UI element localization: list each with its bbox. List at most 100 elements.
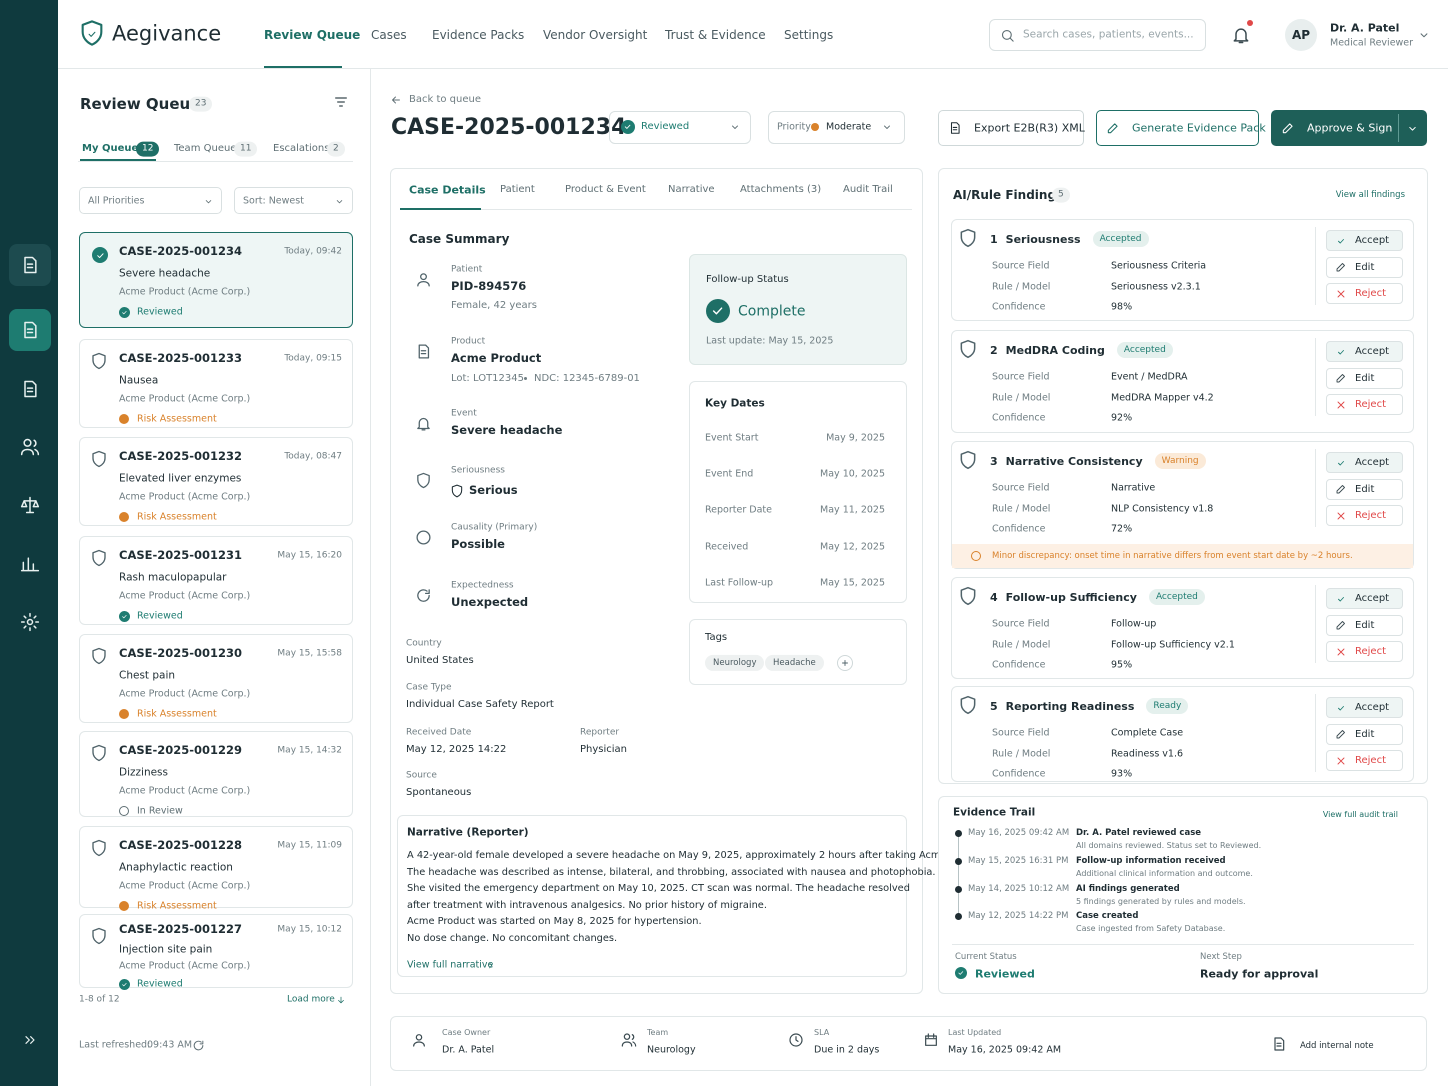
queue-item[interactable] bbox=[79, 536, 353, 625]
queue-tab-underline bbox=[80, 159, 156, 161]
narrative-line: A 42-year-old female developed a severe … bbox=[407, 850, 990, 862]
queue-tab[interactable]: My Queue bbox=[82, 143, 139, 154]
case-tab[interactable]: Narrative bbox=[668, 184, 715, 195]
header-button[interactable] bbox=[1271, 110, 1427, 146]
queue-count: 23 bbox=[189, 96, 213, 112]
finding-action[interactable] bbox=[1326, 230, 1403, 251]
footer-bar bbox=[390, 1016, 1427, 1071]
narrative-title: Narrative (Reporter) bbox=[407, 826, 529, 839]
side-button[interactable] bbox=[9, 244, 51, 286]
finding-action[interactable] bbox=[1326, 452, 1403, 473]
case-event: Chest pain bbox=[119, 669, 176, 682]
queue-item[interactable] bbox=[79, 914, 353, 988]
x-icon bbox=[1337, 648, 1345, 655]
queue-item[interactable] bbox=[79, 634, 353, 723]
priority-dropdown[interactable] bbox=[768, 111, 905, 144]
add-note[interactable]: Add internal note bbox=[1300, 1040, 1374, 1051]
queue-tab[interactable]: Escalations bbox=[273, 143, 330, 154]
pen-icon bbox=[1336, 374, 1345, 383]
date-label: Event End bbox=[705, 468, 754, 480]
findings-link[interactable]: View all findings bbox=[1335, 189, 1405, 200]
case-tab[interactable]: Audit Trail bbox=[843, 184, 893, 195]
case-tab[interactable]: Patient bbox=[500, 184, 535, 195]
current-status-label: Current Status bbox=[955, 951, 1017, 962]
nav-tab[interactable]: Trust & Evidence bbox=[665, 27, 766, 42]
nav-tab[interactable]: Cases bbox=[371, 27, 407, 42]
finding-field-value: Seriousness Criteria bbox=[1111, 260, 1207, 272]
case-status: Risk Assessment bbox=[137, 900, 217, 912]
finding-field-label: Rule / Model bbox=[992, 638, 1051, 650]
finding-action[interactable] bbox=[1326, 505, 1403, 526]
doc-icon bbox=[24, 380, 37, 398]
finding-action[interactable] bbox=[1326, 478, 1403, 500]
case-tab[interactable]: Product & Event bbox=[565, 184, 646, 195]
case-status: Reviewed bbox=[137, 306, 183, 318]
add-tag[interactable] bbox=[837, 655, 853, 671]
key-dates-card bbox=[689, 381, 907, 603]
date-label: Reporter Date bbox=[705, 504, 772, 516]
case-product: Acme Product (Acme Corp.) bbox=[119, 590, 251, 602]
status-dot bbox=[119, 709, 129, 719]
finding-action[interactable] bbox=[1326, 341, 1403, 362]
case-status: Reviewed bbox=[137, 978, 183, 990]
search-box[interactable] bbox=[989, 19, 1206, 51]
narrative-line: She visited the emergency department on … bbox=[407, 883, 910, 895]
finding-field-value: 92% bbox=[1111, 412, 1133, 424]
case-tab[interactable]: Case Details bbox=[409, 183, 486, 197]
finding-action[interactable] bbox=[1326, 588, 1403, 609]
finding-name: Reporting Readiness bbox=[1005, 699, 1135, 713]
case-time: Today, 09:42 bbox=[284, 246, 342, 257]
nav-tab[interactable]: Vendor Oversight bbox=[543, 27, 648, 42]
narrative-line: No dose change. No concomitant changes. bbox=[407, 932, 618, 944]
finding-status: Ready bbox=[1146, 698, 1189, 714]
filter-dropdown[interactable] bbox=[79, 187, 222, 214]
product-ndc: NDC: 12345-6789-01 bbox=[534, 373, 640, 384]
finding-action[interactable] bbox=[1326, 697, 1403, 718]
back-link[interactable]: Back to queue bbox=[409, 94, 482, 105]
finding-action[interactable] bbox=[1326, 641, 1403, 662]
doc-icon bbox=[1274, 1037, 1285, 1051]
tag-chip: Neurology bbox=[705, 654, 765, 672]
check-icon bbox=[1338, 596, 1344, 601]
finding-field-label: Source Field bbox=[992, 260, 1050, 272]
load-more[interactable]: Load more bbox=[287, 994, 335, 1005]
pen-icon bbox=[1336, 263, 1345, 272]
search-icon bbox=[1001, 29, 1014, 42]
narrative-link[interactable]: View full narrative bbox=[407, 959, 494, 971]
filter-dropdown[interactable] bbox=[234, 187, 353, 214]
queue-item[interactable] bbox=[79, 339, 353, 428]
nav-tab[interactable]: Evidence Packs bbox=[432, 27, 525, 42]
header-button[interactable] bbox=[938, 110, 1084, 146]
finding-action[interactable] bbox=[1326, 723, 1403, 745]
status-dropdown[interactable] bbox=[609, 111, 751, 144]
side-button-active[interactable] bbox=[9, 309, 51, 351]
user-name: Dr. A. Patel bbox=[1330, 21, 1400, 35]
trail-title: Follow-up information received bbox=[1076, 855, 1226, 866]
evidence-divider bbox=[952, 944, 1414, 945]
queue-item[interactable] bbox=[79, 437, 353, 526]
queue-item[interactable] bbox=[79, 731, 353, 817]
nav-tab[interactable]: Settings bbox=[784, 27, 834, 42]
pen-icon bbox=[1282, 123, 1293, 134]
finding-action[interactable] bbox=[1326, 750, 1403, 771]
check-icon bbox=[1338, 460, 1344, 465]
evidence-link[interactable]: View full audit trail bbox=[1322, 810, 1398, 820]
case-event: Injection site pain bbox=[119, 943, 213, 956]
finding-action[interactable] bbox=[1326, 283, 1403, 304]
finding-action[interactable] bbox=[1326, 367, 1403, 389]
summary-title: Case Summary bbox=[409, 231, 510, 246]
queue-item[interactable] bbox=[79, 826, 353, 908]
finding-action-label: Reject bbox=[1355, 646, 1387, 657]
check-icon bbox=[1338, 238, 1344, 243]
shield-icon bbox=[416, 472, 430, 488]
nav-tab[interactable]: Review Queue bbox=[264, 27, 361, 42]
case-event: Severe headache bbox=[119, 267, 211, 280]
finding-action[interactable] bbox=[1326, 256, 1403, 278]
queue-tab[interactable]: Team Queue bbox=[174, 143, 237, 154]
check-circle bbox=[118, 610, 130, 622]
finding-field-label: Rule / Model bbox=[992, 747, 1051, 759]
finding-action[interactable] bbox=[1326, 394, 1403, 415]
case-tab[interactable]: Attachments (3) bbox=[740, 184, 822, 195]
finding-action[interactable] bbox=[1326, 614, 1403, 636]
header-button[interactable] bbox=[1096, 110, 1259, 146]
